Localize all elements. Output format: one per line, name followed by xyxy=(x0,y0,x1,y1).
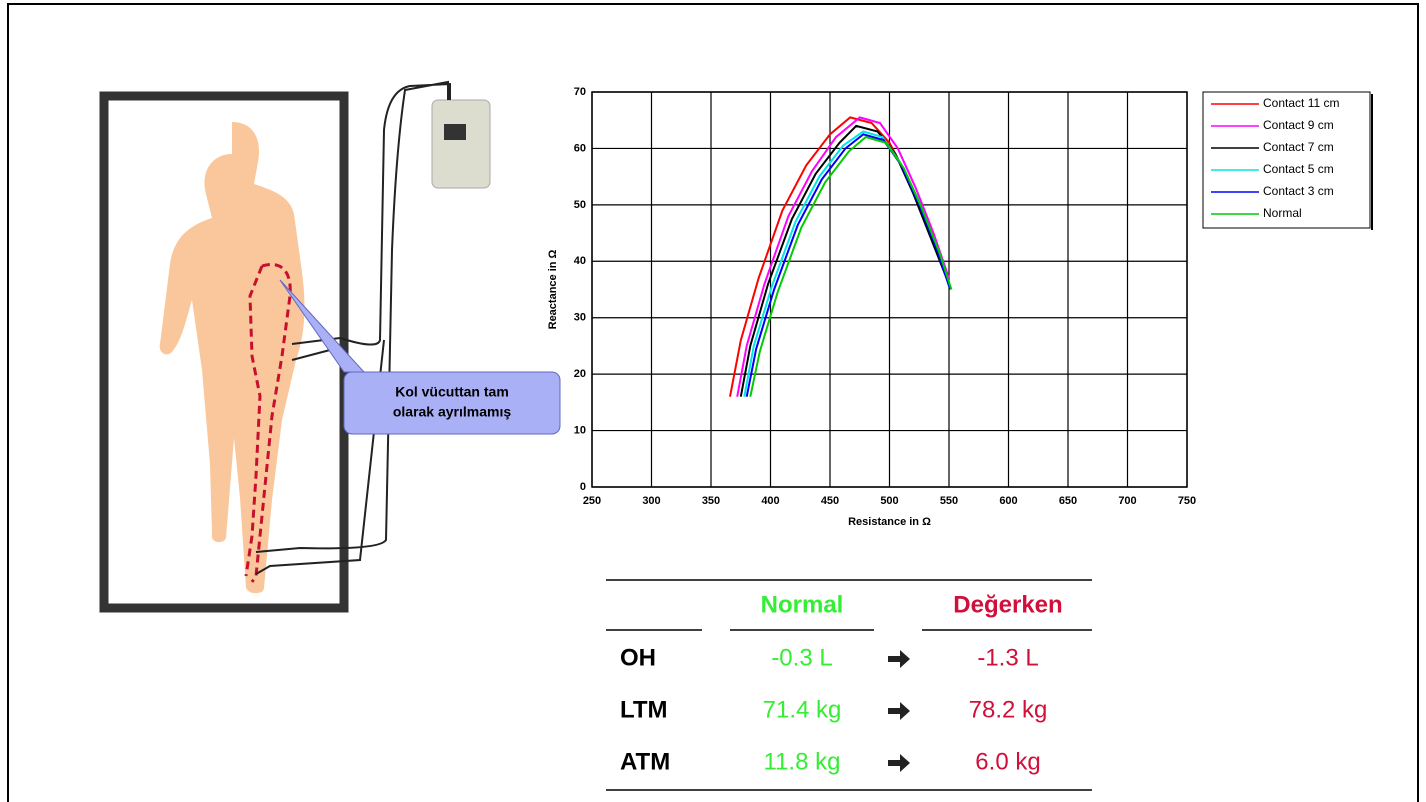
x-tick-label: 300 xyxy=(642,495,660,507)
x-tick-label: 600 xyxy=(999,495,1017,507)
altered-value: 78.2 kg xyxy=(969,696,1048,723)
series-line xyxy=(736,116,950,397)
x-tick-label: 400 xyxy=(761,495,779,507)
row-label: OH xyxy=(620,644,656,671)
device-screen xyxy=(444,124,466,140)
row-label: LTM xyxy=(620,696,668,723)
y-tick-label: 60 xyxy=(574,142,586,154)
callout-text: olarak ayrılmamış xyxy=(393,404,512,420)
legend-box xyxy=(1202,91,1371,229)
y-tick-label: 50 xyxy=(574,199,586,211)
body-silhouette xyxy=(159,122,305,594)
x-tick-label: 750 xyxy=(1178,495,1196,507)
arrow-icon xyxy=(888,754,910,772)
series-line xyxy=(745,133,952,397)
table-header: Normal xyxy=(761,591,844,618)
normal-value: 11.8 kg xyxy=(764,748,841,775)
x-tick-label: 500 xyxy=(880,495,898,507)
callout-text: Kol vücuttan tam xyxy=(395,384,509,400)
altered-value: 6.0 kg xyxy=(975,748,1040,775)
arrow-icon xyxy=(888,650,910,668)
series-line xyxy=(739,124,948,397)
y-tick-label: 0 xyxy=(580,481,586,493)
series-line xyxy=(749,135,953,397)
callout-box xyxy=(343,371,561,435)
x-tick-label: 700 xyxy=(1118,495,1136,507)
legend-label: Contact 5 cm xyxy=(1263,162,1334,176)
row-label: ATM xyxy=(620,748,670,775)
normal-value: -0.3 L xyxy=(771,644,832,671)
legend-label: Contact 11 cm xyxy=(1263,96,1339,110)
x-tick-label: 550 xyxy=(940,495,958,507)
arrow-icon xyxy=(888,702,910,720)
device xyxy=(431,99,491,189)
y-tick-label: 20 xyxy=(574,368,586,380)
x-axis-label: Resistance in Ω xyxy=(848,516,931,528)
normal-value: 71.4 kg xyxy=(763,696,842,723)
wires xyxy=(255,80,451,575)
x-tick-label: 650 xyxy=(1059,495,1077,507)
x-tick-label: 250 xyxy=(583,495,601,507)
x-tick-label: 350 xyxy=(702,495,720,507)
y-axis-label: Reactance in Ω xyxy=(547,249,559,329)
slide-border xyxy=(7,3,1419,802)
y-tick-label: 40 xyxy=(574,255,586,267)
altered-value: -1.3 L xyxy=(977,644,1038,671)
x-tick-label: 450 xyxy=(821,495,839,507)
dashed-outline xyxy=(244,263,292,583)
legend-label: Normal xyxy=(1263,206,1302,220)
legend-label: Contact 3 cm xyxy=(1263,184,1334,198)
y-tick-label: 10 xyxy=(574,424,586,436)
legend-label: Contact 7 cm xyxy=(1263,140,1334,154)
y-tick-label: 30 xyxy=(574,312,586,324)
legend-label: Contact 9 cm xyxy=(1263,118,1334,132)
y-tick-label: 70 xyxy=(574,86,586,98)
table-header: Değerken xyxy=(953,591,1062,618)
